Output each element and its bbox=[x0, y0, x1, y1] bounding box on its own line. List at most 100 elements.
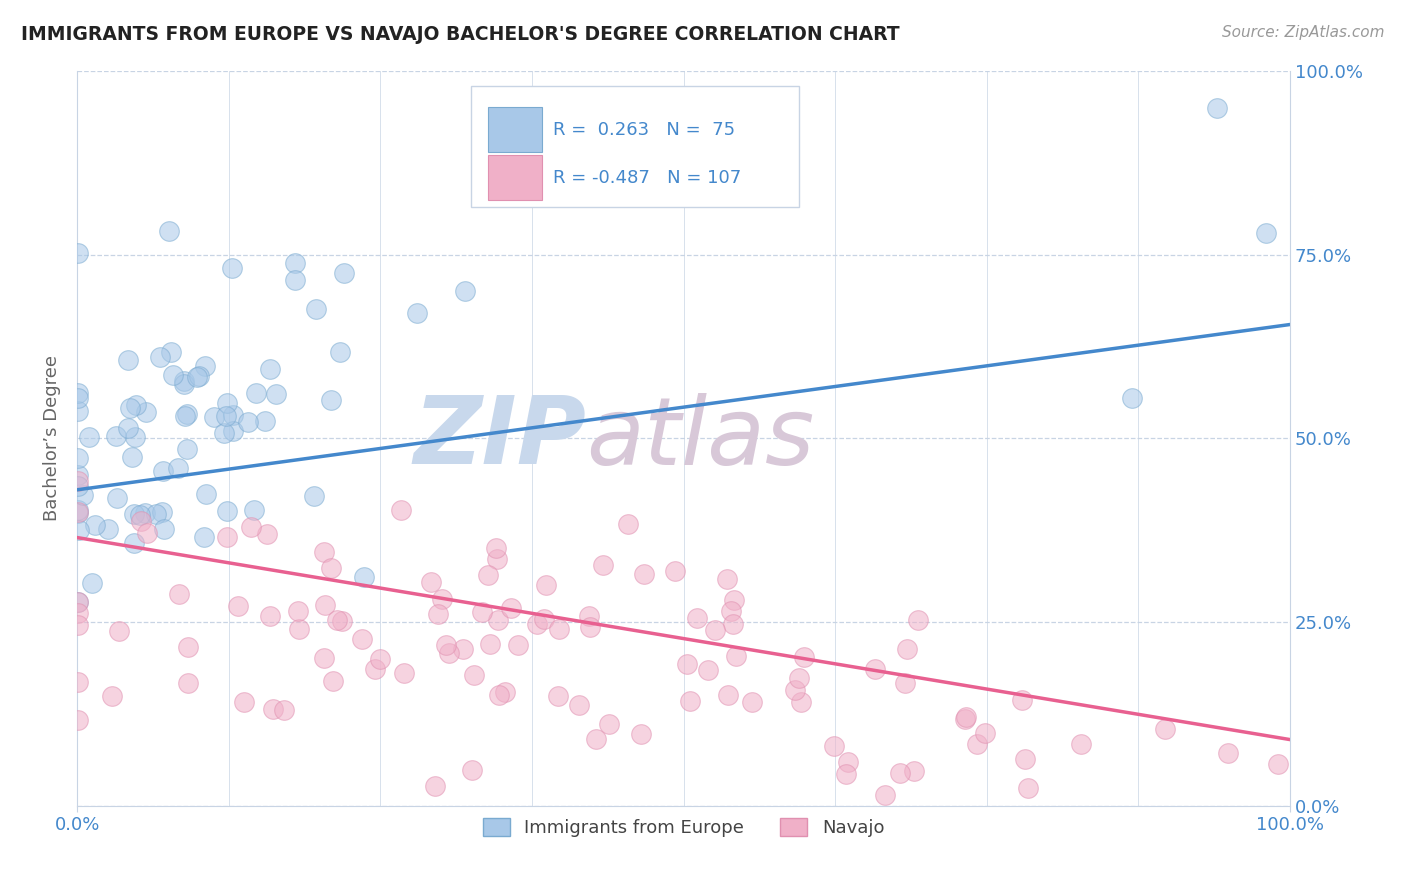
Point bbox=[585, 731, 607, 746]
Point bbox=[486, 613, 509, 627]
Point bbox=[1121, 391, 1143, 405]
Point bbox=[319, 560, 342, 574]
Point bbox=[176, 442, 198, 456]
Point bbox=[454, 285, 477, 299]
Point bbox=[67, 595, 90, 609]
Point bbox=[578, 608, 600, 623]
Point bbox=[145, 507, 167, 521]
Point bbox=[162, 368, 184, 383]
Point bbox=[264, 386, 287, 401]
Point bbox=[67, 523, 90, 537]
Point bbox=[389, 502, 412, 516]
Point bbox=[174, 409, 197, 424]
Point bbox=[67, 505, 90, 519]
Point bbox=[314, 651, 336, 665]
Point bbox=[79, 429, 101, 443]
Point bbox=[67, 404, 90, 418]
Point bbox=[217, 396, 239, 410]
Point bbox=[212, 425, 235, 440]
Point bbox=[723, 592, 745, 607]
Point bbox=[176, 407, 198, 421]
Point bbox=[329, 345, 352, 359]
Point bbox=[494, 685, 516, 699]
Point bbox=[314, 545, 336, 559]
Point bbox=[973, 726, 995, 740]
Point bbox=[789, 671, 811, 685]
Point bbox=[173, 374, 195, 388]
Point bbox=[135, 525, 157, 540]
Point bbox=[364, 662, 387, 676]
Point bbox=[1017, 781, 1039, 796]
Point bbox=[633, 567, 655, 582]
Point bbox=[1070, 737, 1092, 751]
Point bbox=[676, 657, 699, 672]
Point bbox=[167, 586, 190, 600]
Point bbox=[242, 503, 264, 517]
Point bbox=[273, 703, 295, 717]
Point bbox=[159, 223, 181, 237]
Point bbox=[67, 391, 90, 405]
Point bbox=[679, 694, 702, 708]
Point bbox=[193, 530, 215, 544]
Point bbox=[592, 558, 614, 572]
Point bbox=[67, 606, 90, 620]
Point bbox=[353, 569, 375, 583]
Point bbox=[259, 361, 281, 376]
Point bbox=[1218, 746, 1240, 760]
Point bbox=[302, 489, 325, 503]
Point bbox=[121, 450, 143, 464]
Point bbox=[215, 504, 238, 518]
Point bbox=[321, 393, 343, 408]
Point bbox=[160, 345, 183, 359]
Point bbox=[194, 486, 217, 500]
Point bbox=[226, 599, 249, 614]
Point bbox=[896, 642, 918, 657]
Point bbox=[259, 609, 281, 624]
Point bbox=[120, 401, 142, 416]
Point bbox=[152, 464, 174, 478]
Point bbox=[533, 612, 555, 626]
Point bbox=[717, 688, 740, 702]
Point bbox=[122, 536, 145, 550]
Text: R = -0.487   N = 107: R = -0.487 N = 107 bbox=[553, 169, 741, 186]
Point bbox=[333, 266, 356, 280]
Point bbox=[686, 611, 709, 625]
Point bbox=[240, 520, 263, 534]
Point bbox=[716, 572, 738, 586]
Point bbox=[152, 523, 174, 537]
Point bbox=[72, 488, 94, 502]
Point bbox=[253, 414, 276, 428]
Point bbox=[432, 592, 454, 607]
Point bbox=[1254, 226, 1277, 240]
Point bbox=[84, 517, 107, 532]
Point bbox=[149, 350, 172, 364]
Point bbox=[284, 256, 307, 270]
Point bbox=[894, 675, 917, 690]
Point bbox=[215, 409, 238, 424]
Text: atlas: atlas bbox=[586, 392, 814, 483]
Point bbox=[437, 646, 460, 660]
Point bbox=[188, 368, 211, 383]
Point bbox=[67, 385, 90, 400]
Point bbox=[1206, 101, 1229, 115]
Point bbox=[202, 410, 225, 425]
Point bbox=[125, 398, 148, 412]
Point bbox=[350, 632, 373, 646]
Point bbox=[703, 623, 725, 637]
Point bbox=[534, 578, 557, 592]
Point bbox=[1267, 757, 1289, 772]
Point bbox=[100, 689, 122, 703]
Point bbox=[108, 624, 131, 638]
Point bbox=[105, 491, 128, 505]
FancyBboxPatch shape bbox=[471, 86, 799, 207]
Point bbox=[177, 675, 200, 690]
Point bbox=[314, 599, 336, 613]
Text: R =  0.263   N =  75: R = 0.263 N = 75 bbox=[553, 120, 735, 139]
Point bbox=[419, 575, 441, 590]
Text: IMMIGRANTS FROM EUROPE VS NAVAJO BACHELOR'S DEGREE CORRELATION CHART: IMMIGRANTS FROM EUROPE VS NAVAJO BACHELO… bbox=[21, 25, 900, 44]
Legend: Immigrants from Europe, Navajo: Immigrants from Europe, Navajo bbox=[475, 811, 891, 845]
Point bbox=[221, 260, 243, 275]
Point bbox=[664, 564, 686, 578]
Point bbox=[598, 717, 620, 731]
Point bbox=[789, 695, 811, 709]
